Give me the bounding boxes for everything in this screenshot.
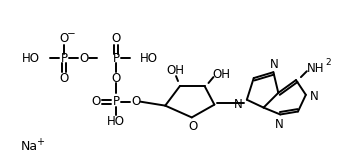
Text: N: N — [275, 118, 284, 131]
Text: Na: Na — [21, 140, 38, 153]
Text: HO: HO — [107, 115, 125, 128]
Text: O: O — [59, 32, 69, 45]
Text: N: N — [234, 98, 242, 111]
Text: +: + — [36, 137, 44, 147]
Text: HO: HO — [22, 52, 40, 65]
Text: P: P — [112, 52, 120, 65]
Text: O: O — [188, 120, 197, 133]
Text: OH: OH — [212, 68, 230, 81]
Text: O: O — [111, 72, 121, 85]
Text: NH: NH — [307, 62, 324, 75]
Text: 2: 2 — [326, 58, 331, 67]
Text: O: O — [92, 95, 101, 108]
Text: HO: HO — [140, 52, 158, 65]
Text: N: N — [270, 58, 279, 71]
Text: O: O — [111, 32, 121, 45]
Text: P: P — [61, 52, 67, 65]
Text: −: − — [67, 29, 75, 39]
Text: OH: OH — [166, 64, 184, 77]
Text: P: P — [112, 95, 120, 108]
Text: N: N — [310, 90, 319, 103]
Text: O: O — [59, 72, 69, 85]
Text: O: O — [79, 52, 88, 65]
Text: O: O — [131, 95, 140, 108]
